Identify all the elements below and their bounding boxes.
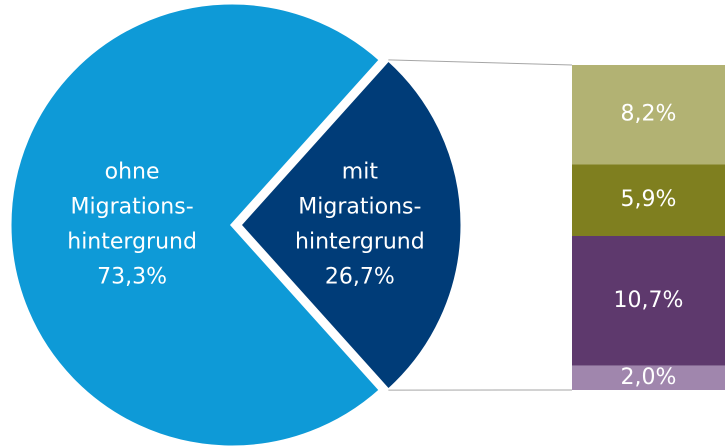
- bar-segment: [572, 235, 725, 366]
- slice-label: hintergrund: [67, 230, 197, 255]
- pie-slice: [237, 57, 464, 393]
- slice-label: hintergrund: [295, 230, 425, 255]
- slice-value-label: 73,3%: [97, 265, 167, 290]
- slice-label: Migrations-: [298, 195, 421, 220]
- bar-value-label: 10,7%: [614, 288, 684, 313]
- slice-label: Migrations-: [71, 195, 194, 220]
- bar-segment: [572, 164, 725, 236]
- slice-label: ohne: [105, 160, 160, 185]
- bar-value-label: 2,0%: [621, 365, 677, 390]
- bar-value-label: 5,9%: [621, 187, 677, 212]
- slice-value-label: 26,7%: [325, 265, 395, 290]
- slice-label: mit: [342, 160, 379, 185]
- bar-segment: [572, 365, 725, 390]
- bar-value-label: 8,2%: [621, 102, 677, 127]
- bar-segment: [572, 65, 725, 165]
- connector-line: [388, 59, 573, 66]
